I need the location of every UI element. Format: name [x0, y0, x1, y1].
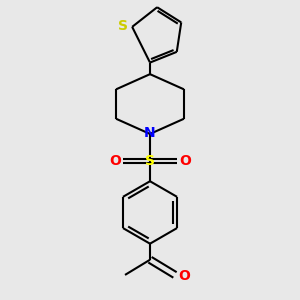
Text: O: O [178, 269, 190, 283]
Text: O: O [109, 154, 121, 168]
Text: S: S [118, 19, 128, 33]
Text: N: N [144, 127, 156, 140]
Text: S: S [145, 154, 155, 168]
Text: O: O [179, 154, 191, 168]
